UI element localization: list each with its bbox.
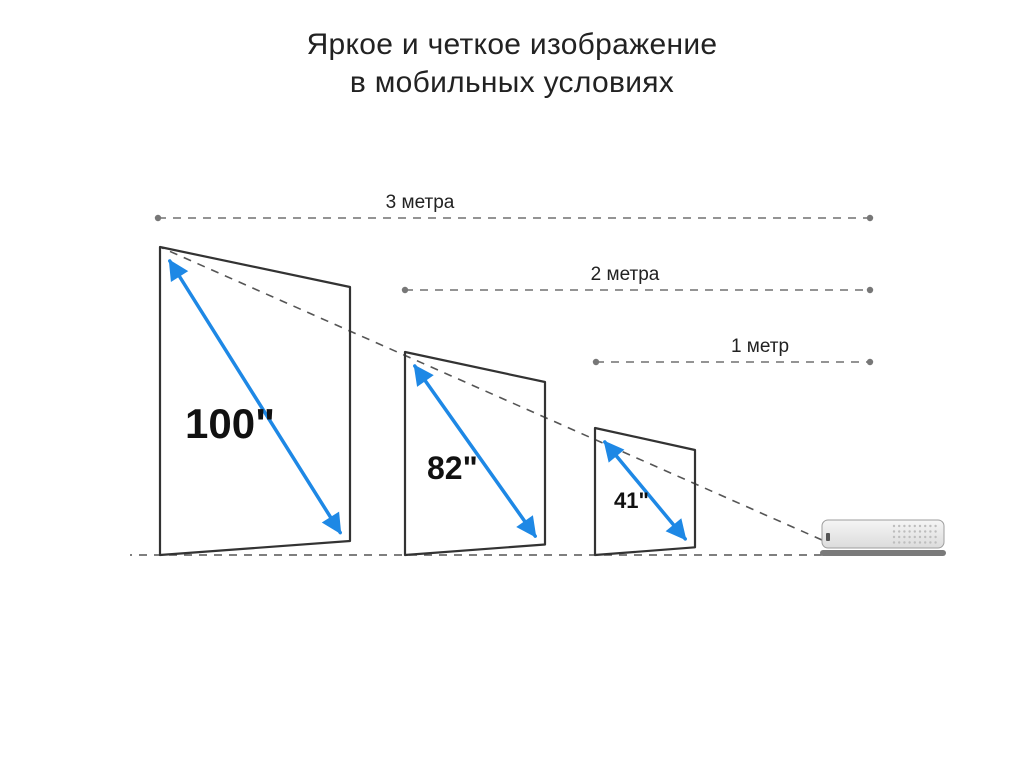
screen-size-82: 82": [427, 450, 478, 487]
screen-size-41: 41": [614, 488, 649, 514]
distance-label-2m: 2 метра: [565, 264, 685, 286]
diagram-stage: Яркое и четкое изображение в мобильных у…: [0, 0, 1024, 768]
diagram-svg: [0, 0, 1024, 768]
distance-label-3m: 3 метра: [360, 192, 480, 214]
screen-size-100: 100": [185, 400, 275, 448]
projector-icon: [820, 516, 946, 556]
distance-label-1m: 1 метр: [700, 336, 820, 358]
